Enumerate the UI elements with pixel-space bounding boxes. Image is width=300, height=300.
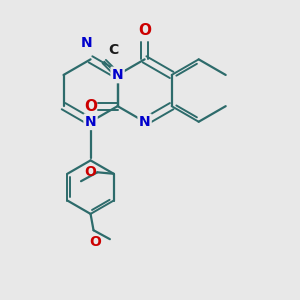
Text: O: O xyxy=(84,165,96,179)
Text: O: O xyxy=(138,23,151,38)
Text: O: O xyxy=(89,235,101,249)
Text: N: N xyxy=(139,115,150,129)
Text: C: C xyxy=(109,43,119,57)
Text: N: N xyxy=(85,115,96,129)
Text: O: O xyxy=(84,99,97,114)
Text: N: N xyxy=(81,36,92,50)
Text: N: N xyxy=(112,68,123,82)
